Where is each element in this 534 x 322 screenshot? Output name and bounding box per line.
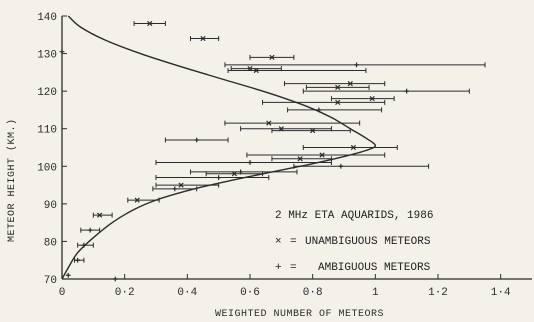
axes-layer: 0 0·2 0·4 0·6 0·8 1 1·2 1·4 70 80 90 100 110 120 130 14… xyxy=(37,12,532,299)
point-ambiguous xyxy=(338,163,344,169)
point-ambiguous xyxy=(75,257,81,263)
y-tick-label: 100 xyxy=(37,162,57,174)
x-tick-label: 1 xyxy=(372,287,379,299)
point-ambiguous xyxy=(65,272,71,278)
point-ambiguous xyxy=(194,137,200,143)
point-ambiguous xyxy=(316,107,322,113)
point-ambiguous xyxy=(81,242,87,248)
x-tick-label: 1·4 xyxy=(491,287,511,299)
y-tick-label: 120 xyxy=(37,87,57,99)
x-tick-label: 0·6 xyxy=(240,287,260,299)
x-tick-label: 1·2 xyxy=(428,287,448,299)
legend: 2 MHz ETA AQUARIDS, 1986 × = UNAMBIGUOUS… xyxy=(275,210,433,274)
point-unambiguous xyxy=(200,35,206,42)
legend-equals-unambiguous: = xyxy=(290,236,297,248)
point-unambiguous xyxy=(253,67,259,74)
legend-label-unambiguous: UNAMBIGUOUS METEORS xyxy=(305,236,431,248)
fitted-curve xyxy=(61,15,377,280)
point-unambiguous xyxy=(269,54,275,60)
legend-symbol-ambiguous: + xyxy=(275,262,282,274)
y-tick-label: 130 xyxy=(37,50,57,62)
point-unambiguous xyxy=(297,156,303,162)
legend-label-ambiguous: AMBIGUOUS METEORS xyxy=(318,262,431,274)
x-tick-label: 0 xyxy=(59,287,66,299)
legend-equals-ambiguous: = xyxy=(290,262,297,274)
legend-title: 2 MHz ETA AQUARIDS, 1986 xyxy=(275,210,433,222)
legend-symbol-unambiguous: × xyxy=(275,236,282,248)
x-tick-label: 0·4 xyxy=(177,287,197,299)
point-ambiguous xyxy=(172,186,178,192)
y-axis-title: METEOR HEIGHT (KM.) xyxy=(6,118,18,242)
y-tick-label: 110 xyxy=(37,125,57,137)
x-tick-label: 0·8 xyxy=(303,287,323,299)
point-unambiguous xyxy=(369,96,375,102)
point-ambiguous xyxy=(112,276,118,282)
point-unambiguous xyxy=(96,212,103,218)
point-ambiguous xyxy=(216,175,222,180)
point-ambiguous xyxy=(59,49,65,55)
point-unambiguous xyxy=(335,99,341,106)
point-unambiguous xyxy=(335,84,341,91)
y-tick-label: 80 xyxy=(44,237,57,249)
point-unambiguous xyxy=(178,182,184,188)
point-unambiguous xyxy=(147,20,153,27)
data-points-layer xyxy=(59,20,486,282)
point-ambiguous xyxy=(404,88,410,94)
point-ambiguous xyxy=(247,160,253,165)
x-tick-label: 0·2 xyxy=(115,287,135,299)
point-ambiguous xyxy=(354,62,359,68)
point-unambiguous xyxy=(266,120,272,126)
point-unambiguous xyxy=(134,197,140,203)
point-ambiguous xyxy=(238,169,243,175)
point-unambiguous xyxy=(310,127,316,134)
y-tick-label: 90 xyxy=(44,200,57,212)
fit-curve-layer xyxy=(61,15,377,280)
point-unambiguous xyxy=(319,152,325,158)
x-axis-title: WEIGHTED NUMBER OF METEORS xyxy=(215,309,384,320)
point-unambiguous xyxy=(347,81,353,87)
y-tick-label: 140 xyxy=(37,12,57,24)
point-ambiguous xyxy=(87,227,93,233)
point-unambiguous xyxy=(350,144,357,151)
y-tick-label: 70 xyxy=(44,275,57,287)
